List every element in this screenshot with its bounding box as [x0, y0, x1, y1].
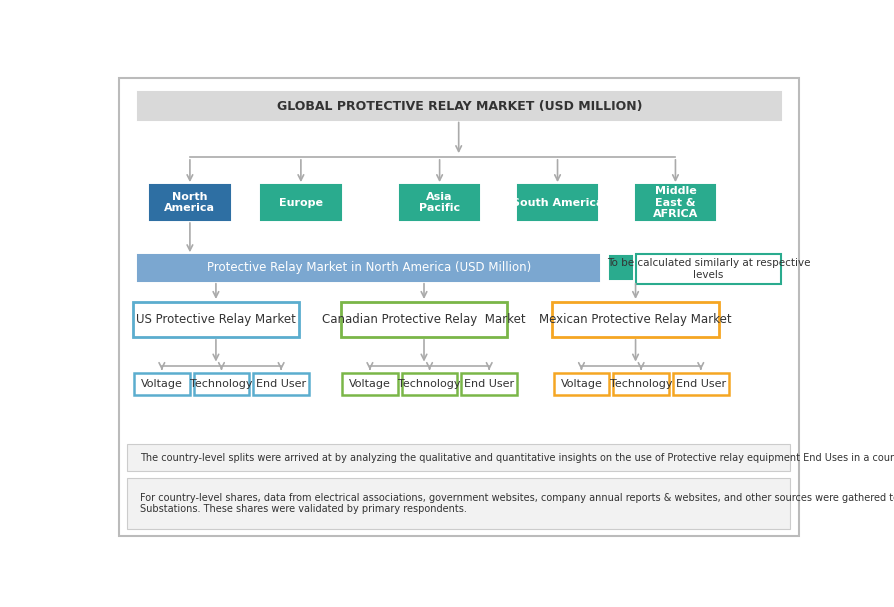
Text: Voltage: Voltage [349, 379, 391, 389]
FancyBboxPatch shape [461, 373, 517, 395]
FancyBboxPatch shape [552, 302, 718, 337]
FancyBboxPatch shape [612, 373, 668, 395]
FancyBboxPatch shape [261, 185, 341, 220]
Text: Voltage: Voltage [140, 379, 182, 389]
FancyBboxPatch shape [342, 373, 397, 395]
FancyBboxPatch shape [400, 185, 479, 220]
Text: Asia
Pacific: Asia Pacific [418, 192, 460, 213]
FancyBboxPatch shape [134, 373, 190, 395]
Text: End User: End User [675, 379, 725, 389]
Text: For country-level shares, data from electrical associations, government websites: For country-level shares, data from elec… [139, 492, 894, 514]
Text: Protective Relay Market in North America (USD Million): Protective Relay Market in North America… [207, 262, 530, 274]
Text: Technology: Technology [190, 379, 252, 389]
Text: The country-level splits were arrived at by analyzing the qualitative and quanti: The country-level splits were arrived at… [139, 452, 894, 463]
FancyBboxPatch shape [341, 302, 507, 337]
FancyBboxPatch shape [193, 373, 249, 395]
Text: Technology: Technology [609, 379, 671, 389]
FancyBboxPatch shape [150, 185, 230, 220]
Text: End User: End User [256, 379, 306, 389]
FancyBboxPatch shape [127, 478, 789, 529]
FancyBboxPatch shape [401, 373, 457, 395]
FancyBboxPatch shape [635, 185, 714, 220]
FancyBboxPatch shape [553, 373, 609, 395]
FancyBboxPatch shape [636, 254, 780, 284]
Text: US Protective Relay Market: US Protective Relay Market [136, 313, 296, 326]
FancyBboxPatch shape [609, 256, 631, 279]
FancyBboxPatch shape [132, 302, 299, 337]
FancyBboxPatch shape [672, 373, 728, 395]
FancyBboxPatch shape [138, 92, 780, 120]
Text: North
America: North America [164, 192, 215, 213]
Text: To be calculated similarly at respective
levels: To be calculated similarly at respective… [606, 258, 809, 280]
Text: End User: End User [464, 379, 514, 389]
Text: Middle
East &
AFRICA: Middle East & AFRICA [652, 186, 697, 219]
Text: Mexican Protective Relay Market: Mexican Protective Relay Market [539, 313, 731, 326]
FancyBboxPatch shape [119, 78, 797, 535]
Text: Canadian Protective Relay  Market: Canadian Protective Relay Market [322, 313, 526, 326]
FancyBboxPatch shape [517, 185, 597, 220]
Text: GLOBAL PROTECTIVE RELAY MARKET (USD MILLION): GLOBAL PROTECTIVE RELAY MARKET (USD MILL… [276, 100, 641, 112]
FancyBboxPatch shape [138, 255, 599, 281]
Text: Technology: Technology [398, 379, 460, 389]
Text: Voltage: Voltage [560, 379, 602, 389]
FancyBboxPatch shape [127, 444, 789, 471]
FancyBboxPatch shape [253, 373, 308, 395]
Text: South America: South America [511, 197, 603, 208]
Text: Europe: Europe [279, 197, 323, 208]
